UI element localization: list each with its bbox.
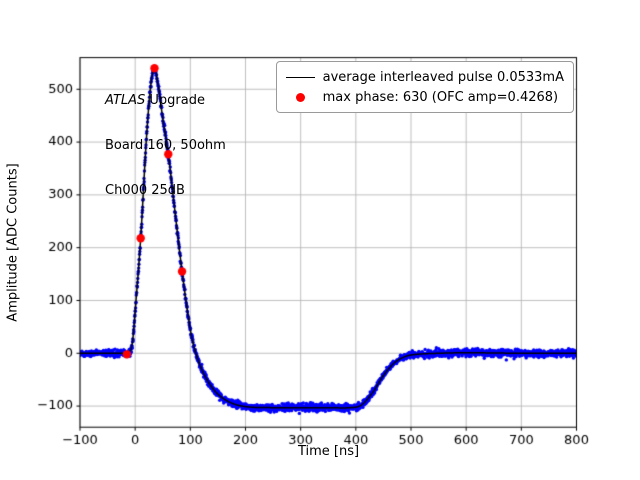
annotation-line-2: Board 160, 50ohm [105, 138, 226, 153]
legend-line-sample [285, 76, 315, 78]
legend-label-average: average interleaved pulse 0.0533mA [322, 69, 564, 85]
legend-entry-average: average interleaved pulse 0.0533mA [285, 67, 564, 87]
annotation-atlas: ATLAS [105, 93, 146, 108]
annotation-line-3: Ch000 25dB [105, 183, 185, 198]
legend: average interleaved pulse 0.0533mA max p… [275, 61, 574, 113]
legend-dot-sample [295, 92, 305, 102]
legend-entry-max-phase: max phase: 630 (OFC amp=0.4268) [286, 87, 564, 107]
annotation-line-1: ATLAS Upgrade [105, 93, 226, 108]
y-axis-label: Amplitude [ADC Counts] [5, 163, 21, 322]
x-axis-label: Time [ns] [297, 444, 360, 459]
annotation: ATLAS Upgrade Board 160, 50ohm Ch000 25d… [105, 63, 226, 228]
legend-label-max-phase: max phase: 630 (OFC amp=0.4268) [322, 89, 559, 105]
annotation-upgrade: Upgrade [145, 93, 205, 108]
